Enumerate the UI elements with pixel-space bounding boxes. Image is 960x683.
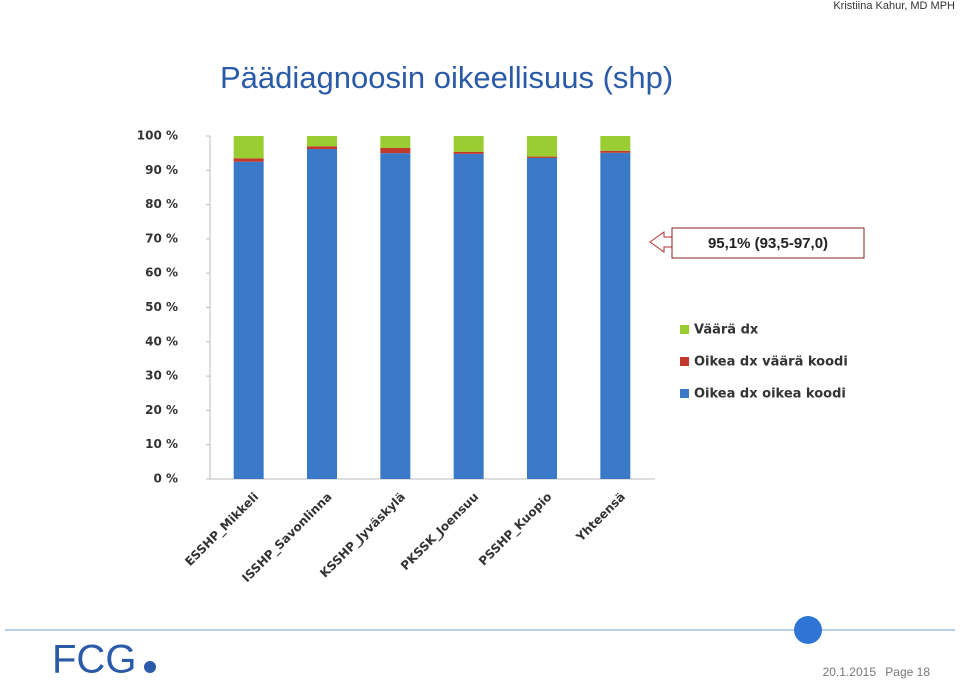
bar-segment <box>453 136 484 152</box>
bar-segment <box>380 153 411 479</box>
bar-segment <box>380 136 411 149</box>
y-tick-label: 40 % <box>145 334 178 348</box>
author: Kristiina Kahur, MD MPH <box>833 0 955 12</box>
x-tick-label: KSSHP_Jyväskylä <box>317 490 408 581</box>
bar-segment <box>453 151 484 154</box>
y-tick-label: 90 % <box>145 163 178 177</box>
legend-label: Oikea dx väärä koodi <box>694 355 848 370</box>
legend-label: Oikea dx oikea koodi <box>694 387 846 402</box>
legend-swatch <box>680 325 689 334</box>
footer-dot <box>794 616 822 644</box>
y-tick-label: 70 % <box>145 231 178 245</box>
footer-page: Page 18 <box>885 665 930 679</box>
x-tick-label: Yhteensä <box>573 490 628 545</box>
x-tick-label: PKSSK_Joensuu <box>398 490 482 574</box>
bar-segment <box>307 146 337 150</box>
footer-date: 20.1.2015 <box>823 665 877 679</box>
x-tick-label: PSSHP_Kuopio <box>476 490 555 569</box>
y-tick-label: 10 % <box>145 437 178 451</box>
bar-segment <box>600 152 631 479</box>
logo-dot <box>144 661 156 673</box>
bar-segment <box>233 158 264 162</box>
bar-segment <box>453 153 484 479</box>
bar-segment <box>527 157 557 479</box>
legend-swatch <box>680 357 689 366</box>
bar-segment <box>233 136 264 159</box>
bar-segment <box>307 136 337 147</box>
bar-segment <box>600 136 631 151</box>
y-tick-label: 60 % <box>145 266 178 280</box>
annotation-box <box>671 227 865 259</box>
y-tick-label: 0 % <box>153 472 178 486</box>
bar-segment <box>233 161 264 479</box>
annotation: 95,1% (93,5-97,0) <box>708 235 828 252</box>
slide-title: Päädiagnoosin oikeellisuus (shp) <box>220 60 673 95</box>
bar-segment <box>527 136 557 157</box>
legend-label: Väärä dx <box>694 323 759 338</box>
bar-segment <box>307 149 337 479</box>
y-tick-label: 20 % <box>145 403 178 417</box>
bar-segment <box>600 150 631 153</box>
x-tick-label: ESSHP_Mikkeli <box>182 490 262 570</box>
y-tick-label: 50 % <box>145 300 178 314</box>
legend-swatch <box>680 389 689 398</box>
bar-segment <box>380 148 411 154</box>
logo: FCG <box>52 638 136 682</box>
bar-segment <box>527 156 557 158</box>
y-tick-label: 80 % <box>145 197 178 211</box>
y-tick-label: 30 % <box>145 369 178 383</box>
y-tick-label: 100 % <box>137 129 178 143</box>
